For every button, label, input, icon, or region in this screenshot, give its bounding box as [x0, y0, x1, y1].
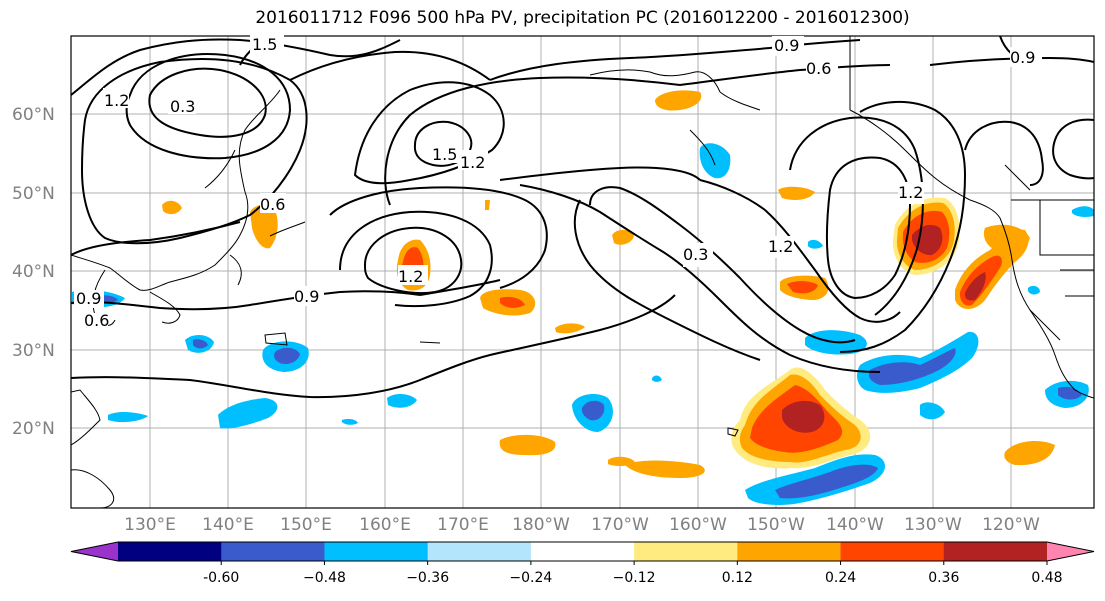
lon-label: 150°W	[747, 515, 805, 535]
colorbar-tick-label: −0.36	[406, 570, 449, 586]
lon-label: 140°E	[202, 515, 254, 535]
colorbar-outline	[70, 541, 1095, 562]
lon-label: 120°W	[982, 515, 1040, 535]
contour-label: 1.2	[460, 153, 485, 172]
colorbar-segment	[324, 542, 429, 561]
lon-label: 130°E	[124, 515, 176, 535]
map-area	[71, 36, 1094, 508]
contour-label: 0.6	[84, 311, 109, 330]
contour-label: 1.2	[898, 183, 923, 202]
contour-label: 0.3	[170, 97, 195, 116]
colorbar-segment	[840, 542, 945, 561]
contour-label: 1.2	[104, 91, 129, 110]
map-title: 2016011712 F096 500 hPa PV, precipitatio…	[255, 8, 910, 28]
contour-label: 0.6	[806, 59, 831, 78]
colorbar-tick-label: 0.36	[928, 570, 959, 586]
contour-label: 1.2	[398, 267, 423, 286]
lat-label: 20°N	[12, 419, 55, 439]
lon-label: 170°W	[591, 515, 649, 535]
latitude-labels: 60°N 50°N 40°N 30°N 20°N	[12, 105, 55, 439]
contour-labels: 1.5 1.2 0.3 0.9 0.6 0.9 1.5 1.2 0.6 1.2 …	[74, 34, 1042, 330]
colorbar-extend-min	[71, 542, 118, 561]
lat-label: 50°N	[12, 184, 55, 204]
lat-label: 30°N	[12, 341, 55, 361]
lat-label: 40°N	[12, 262, 55, 282]
map-frame	[70, 35, 1095, 509]
precip-positive	[162, 90, 1055, 478]
lon-label: 140°W	[826, 515, 884, 535]
contour-label: 0.9	[294, 287, 319, 306]
contour-label: 0.6	[260, 195, 285, 214]
contour-label: 1.5	[252, 35, 277, 54]
colorbar-segment	[221, 542, 325, 561]
lon-label: 130°W	[904, 515, 962, 535]
colorbar-tick-label: −0.12	[613, 570, 656, 586]
colorbar-tick-label: −0.24	[509, 570, 552, 586]
lon-label: 160°E	[359, 515, 411, 535]
contour-label: 0.9	[1010, 48, 1035, 67]
colorbar-tick-label: −0.48	[303, 570, 346, 586]
colorbar-segment	[634, 542, 738, 561]
contour-label: 0.9	[76, 289, 101, 308]
colorbar-segment	[427, 542, 532, 561]
longitude-labels: 130°E 140°E 150°E 160°E 170°E 180°W 170°…	[124, 515, 1040, 535]
colorbar-segment	[118, 542, 222, 561]
colorbar-tick-label: 0.48	[1031, 570, 1062, 586]
contour-label: 1.5	[432, 145, 457, 164]
colorbar-tick-label: 0.12	[722, 570, 753, 586]
colorbar-segment	[530, 542, 635, 561]
colorbar-extend-max	[1047, 542, 1094, 561]
lon-label: 160°W	[669, 515, 727, 535]
contour-label: 0.9	[774, 36, 799, 55]
lat-label: 60°N	[12, 105, 55, 125]
contour-label: 0.3	[683, 245, 708, 264]
colorbar-segment	[737, 542, 842, 561]
colorbar-segment	[943, 542, 1048, 561]
contour-label: 1.2	[768, 237, 793, 256]
pv-contours	[71, 36, 1094, 399]
colorbar-tick-label: 0.24	[825, 570, 856, 586]
lon-label: 170°E	[437, 515, 489, 535]
colorbar-tick-label: -0.60	[203, 570, 239, 586]
lon-label: 180°W	[512, 515, 570, 535]
lon-label: 150°E	[280, 515, 332, 535]
colorbar: -0.60 −0.48 −0.36 −0.24 −0.12 0.12 0.24 0.36 0.4…	[70, 541, 1095, 586]
